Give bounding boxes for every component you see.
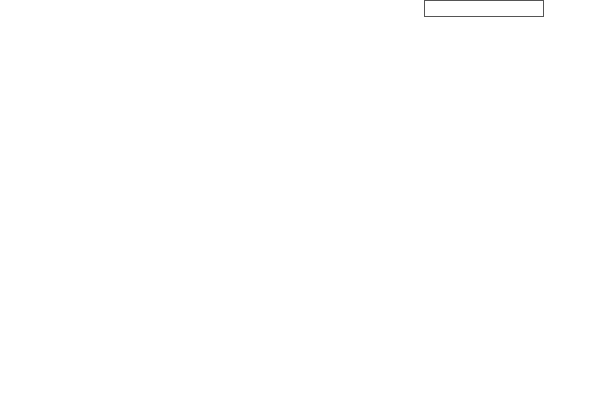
panel-edge-strip [0,0,2,400]
pump-type-title [424,0,544,17]
